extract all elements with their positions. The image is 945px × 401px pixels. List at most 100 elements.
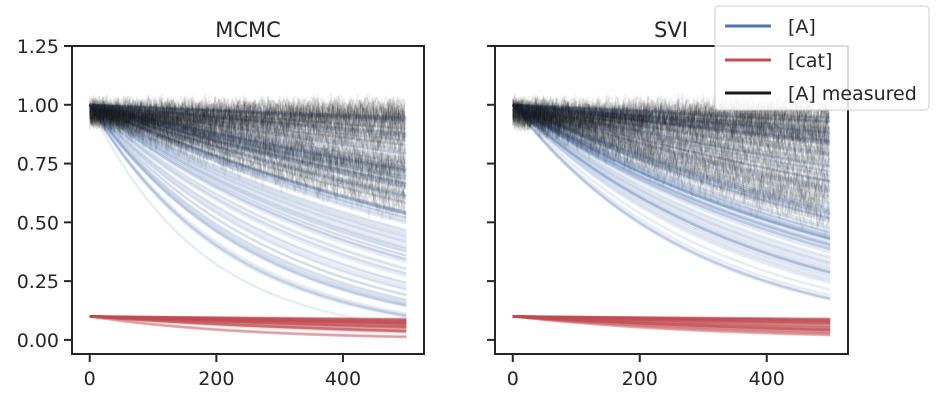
a-trace-line (89, 103, 407, 244)
cat-trace-line (89, 315, 407, 333)
measured-trace-line (512, 96, 830, 161)
measured-trace-line (89, 103, 406, 166)
a-trace-line (89, 103, 407, 180)
measured-trace-line (89, 101, 406, 156)
measured-trace-line (512, 99, 830, 187)
measured-trace-line (512, 101, 830, 182)
a-trace-line (88, 103, 407, 291)
a-trace-line (511, 104, 831, 297)
a-trace-line (512, 103, 831, 240)
cat-trace-line (89, 315, 407, 324)
measured-trace-line (512, 102, 830, 167)
a-trace-line (88, 103, 407, 250)
a-trace-line (89, 103, 407, 147)
a-trace-line (89, 103, 407, 136)
a-trace-line (89, 103, 407, 216)
cat-trace-line (89, 315, 407, 321)
a-trace-line (89, 103, 407, 214)
measured-trace-line (89, 101, 406, 180)
cat-trace-line (89, 315, 407, 328)
cat-trace-line (89, 315, 407, 321)
cat-trace-line (89, 315, 407, 326)
measured-trace-line (512, 100, 830, 146)
cat-trace-line (89, 315, 407, 327)
a-trace-line (512, 103, 831, 243)
a-trace-line (89, 103, 407, 169)
measured-trace-line (512, 104, 830, 215)
a-trace-line (512, 103, 831, 260)
cat-trace-line (89, 315, 407, 323)
measured-trace-line (512, 98, 830, 145)
a-trace-line (512, 103, 831, 151)
a-trace-line (512, 103, 831, 240)
measured-trace-line (512, 100, 830, 207)
cat-trace-line (512, 315, 831, 321)
a-trace-line (89, 103, 407, 187)
a-trace-line (89, 103, 407, 162)
cat-trace-line (89, 315, 407, 338)
a-trace-line (88, 104, 407, 306)
a-trace-line (512, 103, 831, 123)
a-trace-line (512, 103, 831, 209)
a-trace-line (89, 103, 407, 152)
measured-trace-line (89, 100, 406, 179)
svi-traces (511, 92, 831, 337)
measured-trace-line (89, 104, 406, 208)
measured-trace-line (89, 102, 406, 167)
a-trace-line (512, 103, 831, 178)
a-trace-line (512, 103, 831, 241)
cat-trace-line (89, 315, 407, 325)
a-trace-line (512, 103, 831, 123)
measured-trace-line (89, 97, 406, 134)
measured-trace-line (512, 99, 830, 147)
a-trace-line (512, 103, 831, 183)
a-trace-line (89, 103, 407, 223)
a-trace-line (512, 103, 831, 144)
measured-trace-line (512, 98, 830, 202)
measured-trace-line (512, 97, 830, 139)
measured-trace-line (512, 100, 830, 149)
a-trace-line (512, 103, 831, 211)
a-trace-line (88, 103, 407, 297)
measured-trace-line (89, 98, 406, 195)
a-trace-line (89, 103, 407, 200)
a-trace-line (512, 103, 831, 190)
cat-trace-line (89, 315, 407, 323)
measured-trace-line (89, 94, 406, 134)
y-tick-label: 0.00 (17, 330, 59, 352)
measured-trace-line (89, 95, 406, 130)
a-trace-line (512, 103, 831, 193)
a-trace-line (89, 103, 407, 172)
a-trace-line (89, 103, 407, 168)
measured-trace-line (512, 96, 830, 143)
a-trace-line (512, 103, 831, 247)
a-trace-line (89, 103, 407, 154)
measured-trace-line (512, 98, 830, 138)
measured-trace-line (89, 97, 406, 148)
a-trace-line (512, 103, 831, 173)
a-trace-line (89, 103, 407, 237)
cat-trace-line (89, 315, 407, 333)
a-trace-line (512, 103, 831, 206)
measured-trace-line (89, 93, 406, 130)
a-trace-line (512, 103, 831, 144)
a-trace-line (88, 104, 407, 308)
measured-trace-line (89, 95, 406, 131)
x-tick-label: 0 (84, 368, 96, 390)
cat-trace-line (512, 315, 831, 322)
a-trace-line (511, 103, 831, 292)
a-trace-line (89, 103, 407, 151)
a-trace-line (89, 103, 407, 188)
measured-trace-line (89, 92, 406, 127)
measured-trace-line (512, 98, 830, 134)
a-trace-line (89, 103, 407, 124)
measured-trace-line (512, 103, 830, 206)
a-trace-line (89, 103, 407, 119)
a-trace-line (89, 103, 407, 187)
a-trace-line (89, 103, 407, 223)
cat-trace-line (512, 315, 831, 326)
cat-trace-line (89, 315, 407, 324)
a-trace-line (89, 103, 407, 214)
cat-trace-line (512, 315, 831, 335)
measured-trace-line (89, 95, 406, 131)
